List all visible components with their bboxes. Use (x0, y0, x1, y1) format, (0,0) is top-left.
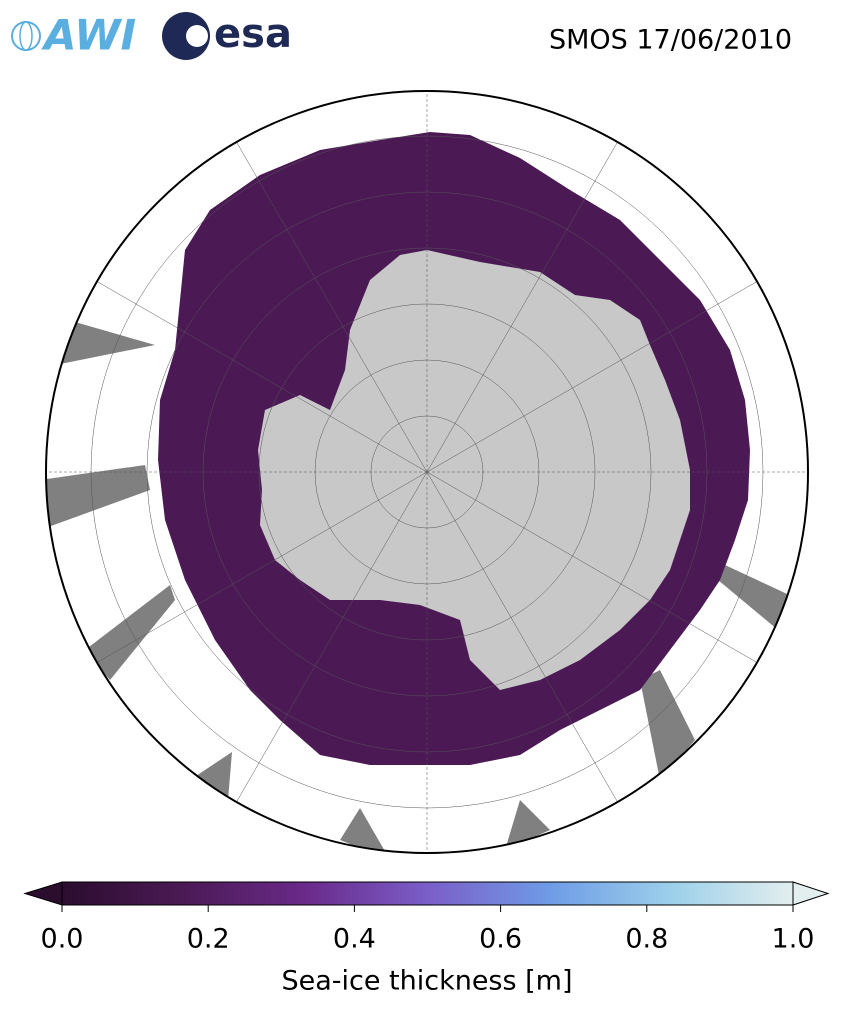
colorbar: 0.0 0.2 0.4 0.6 0.8 1.0 (23, 881, 830, 955)
colorbar-extend-high (792, 881, 830, 906)
meridian (426, 471, 774, 673)
esa-text: esa (214, 11, 292, 57)
awi-text: AWI (41, 11, 136, 60)
meridian (426, 125, 628, 473)
latitude-circle (202, 247, 652, 697)
colorbar-tick-label: 0.4 (333, 924, 376, 955)
graticule (46, 91, 808, 853)
colorbar-extend-low (23, 881, 63, 906)
colorbar-label: Sea-ice thickness [m] (281, 966, 572, 997)
colorbar-tick-label: 1.0 (772, 924, 815, 955)
colorbar-tick-label: 0.0 (41, 924, 84, 955)
meridian (226, 125, 428, 473)
meridian (226, 471, 428, 819)
meridian (80, 471, 428, 673)
map-border (45, 90, 809, 854)
esa-logo: esa (162, 11, 292, 60)
title: SMOS 17/06/2010 (549, 25, 792, 56)
antarctica (258, 250, 690, 690)
colorbar-tick-label: 0.2 (187, 924, 230, 955)
meridian (426, 271, 774, 473)
colorbar-tick-label: 0.8 (625, 924, 668, 955)
colorbar-tick-label: 0.6 (479, 924, 522, 955)
awi-logo: AWI (11, 11, 136, 60)
meridian (80, 271, 428, 473)
colorbar-bar (61, 881, 794, 906)
meridian (426, 471, 628, 819)
map (46, 91, 808, 853)
